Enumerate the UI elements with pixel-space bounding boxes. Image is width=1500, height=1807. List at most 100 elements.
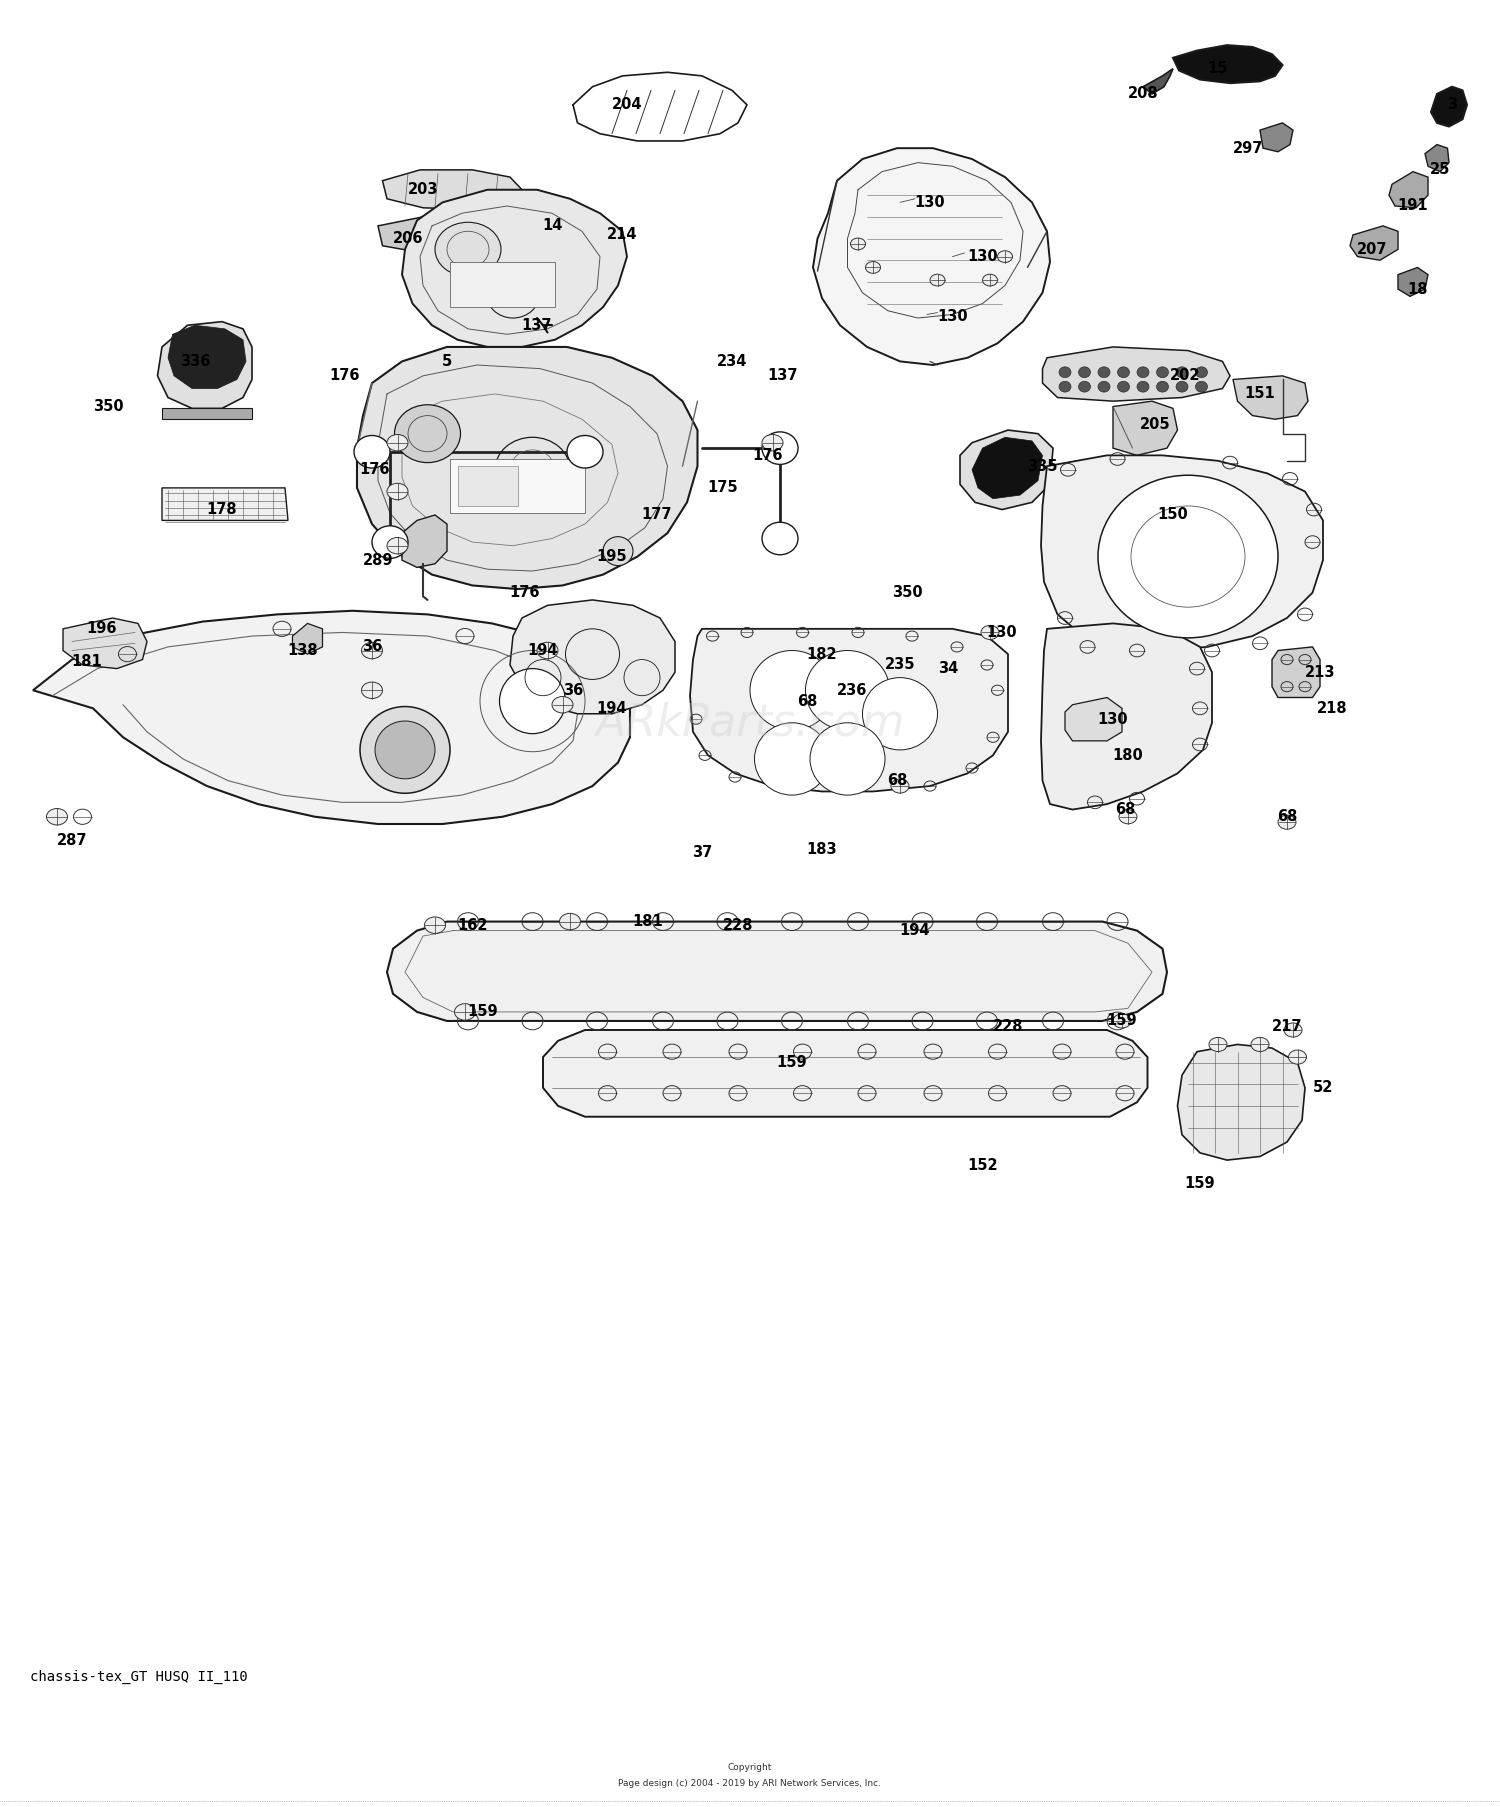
Text: 130: 130 <box>968 249 998 264</box>
Ellipse shape <box>394 405 460 463</box>
Polygon shape <box>1350 226 1398 260</box>
Ellipse shape <box>1137 367 1149 378</box>
Polygon shape <box>382 170 522 210</box>
Text: 178: 178 <box>207 502 237 517</box>
Polygon shape <box>1113 401 1178 455</box>
Ellipse shape <box>1284 1023 1302 1037</box>
Ellipse shape <box>1098 381 1110 392</box>
Polygon shape <box>510 600 675 714</box>
Polygon shape <box>1260 123 1293 152</box>
Ellipse shape <box>454 1003 476 1021</box>
Polygon shape <box>33 611 630 824</box>
Text: 181: 181 <box>633 914 663 929</box>
Ellipse shape <box>762 434 783 452</box>
Ellipse shape <box>567 435 603 468</box>
Polygon shape <box>1065 698 1122 741</box>
Text: 206: 206 <box>393 231 423 246</box>
Ellipse shape <box>375 721 435 779</box>
Text: 204: 204 <box>612 98 642 112</box>
Ellipse shape <box>982 275 998 286</box>
Ellipse shape <box>806 651 889 730</box>
Ellipse shape <box>1098 367 1110 378</box>
Text: chassis-tex_GT HUSQ II_110: chassis-tex_GT HUSQ II_110 <box>30 1670 248 1684</box>
Text: 297: 297 <box>1233 141 1263 155</box>
Text: 36: 36 <box>562 683 584 698</box>
Text: 14: 14 <box>542 219 562 233</box>
Ellipse shape <box>387 434 408 452</box>
Polygon shape <box>1389 172 1428 208</box>
Text: 287: 287 <box>57 833 87 847</box>
Text: 177: 177 <box>642 508 672 522</box>
Ellipse shape <box>1098 475 1278 638</box>
Polygon shape <box>292 623 322 654</box>
Ellipse shape <box>1119 810 1137 824</box>
Text: 52: 52 <box>1312 1081 1334 1095</box>
Ellipse shape <box>387 482 408 501</box>
Text: 335: 335 <box>1028 459 1057 473</box>
Text: 150: 150 <box>1158 508 1188 522</box>
Ellipse shape <box>1156 381 1168 392</box>
Text: 194: 194 <box>597 701 627 716</box>
Text: 130: 130 <box>915 195 945 210</box>
Polygon shape <box>162 408 252 419</box>
Text: 217: 217 <box>1272 1019 1302 1034</box>
Ellipse shape <box>762 432 798 464</box>
Polygon shape <box>158 322 252 408</box>
Text: 130: 130 <box>987 625 1017 640</box>
Ellipse shape <box>435 222 501 276</box>
Text: 214: 214 <box>608 228 638 242</box>
Ellipse shape <box>387 537 408 555</box>
Ellipse shape <box>1156 367 1168 378</box>
Polygon shape <box>162 488 288 520</box>
Text: 213: 213 <box>1305 665 1335 679</box>
Ellipse shape <box>862 678 938 750</box>
Text: 3: 3 <box>1448 98 1456 112</box>
Text: 350: 350 <box>892 585 922 600</box>
Polygon shape <box>1041 455 1323 651</box>
Text: 36: 36 <box>362 640 382 654</box>
Text: 235: 235 <box>885 658 915 672</box>
Ellipse shape <box>1118 381 1130 392</box>
Ellipse shape <box>810 723 885 795</box>
Text: 202: 202 <box>1170 369 1200 383</box>
Polygon shape <box>1173 45 1282 83</box>
Ellipse shape <box>1059 367 1071 378</box>
Polygon shape <box>378 217 513 253</box>
Text: Page design (c) 2004 - 2019 by ARI Network Services, Inc.: Page design (c) 2004 - 2019 by ARI Netwo… <box>618 1780 882 1787</box>
Ellipse shape <box>998 251 1012 262</box>
Text: 138: 138 <box>288 643 318 658</box>
Ellipse shape <box>537 641 558 660</box>
Text: 162: 162 <box>458 918 488 932</box>
Ellipse shape <box>1059 381 1071 392</box>
Text: 182: 182 <box>807 647 837 661</box>
Text: 208: 208 <box>1128 87 1158 101</box>
Ellipse shape <box>424 916 445 934</box>
Bar <box>458 466 518 506</box>
Polygon shape <box>972 437 1042 499</box>
Ellipse shape <box>762 522 798 555</box>
Text: 37: 37 <box>692 846 712 860</box>
Text: 137: 137 <box>522 318 552 332</box>
Text: 159: 159 <box>1185 1176 1215 1191</box>
Text: 159: 159 <box>468 1005 498 1019</box>
Ellipse shape <box>372 526 408 558</box>
Text: 181: 181 <box>72 654 102 669</box>
Text: 234: 234 <box>717 354 747 369</box>
Polygon shape <box>1431 87 1467 126</box>
Text: 15: 15 <box>1208 61 1228 76</box>
Polygon shape <box>813 148 1050 365</box>
Ellipse shape <box>865 262 880 273</box>
Text: 218: 218 <box>1317 701 1347 716</box>
Ellipse shape <box>1118 367 1130 378</box>
Polygon shape <box>690 629 1008 791</box>
Ellipse shape <box>46 808 68 826</box>
Ellipse shape <box>1196 367 1208 378</box>
Polygon shape <box>168 325 246 389</box>
Text: 180: 180 <box>1113 748 1143 763</box>
Text: 350: 350 <box>93 399 123 414</box>
Polygon shape <box>960 430 1053 510</box>
Polygon shape <box>1233 376 1308 419</box>
Polygon shape <box>543 1030 1148 1117</box>
Ellipse shape <box>362 641 382 660</box>
Text: 25: 25 <box>1430 163 1450 177</box>
